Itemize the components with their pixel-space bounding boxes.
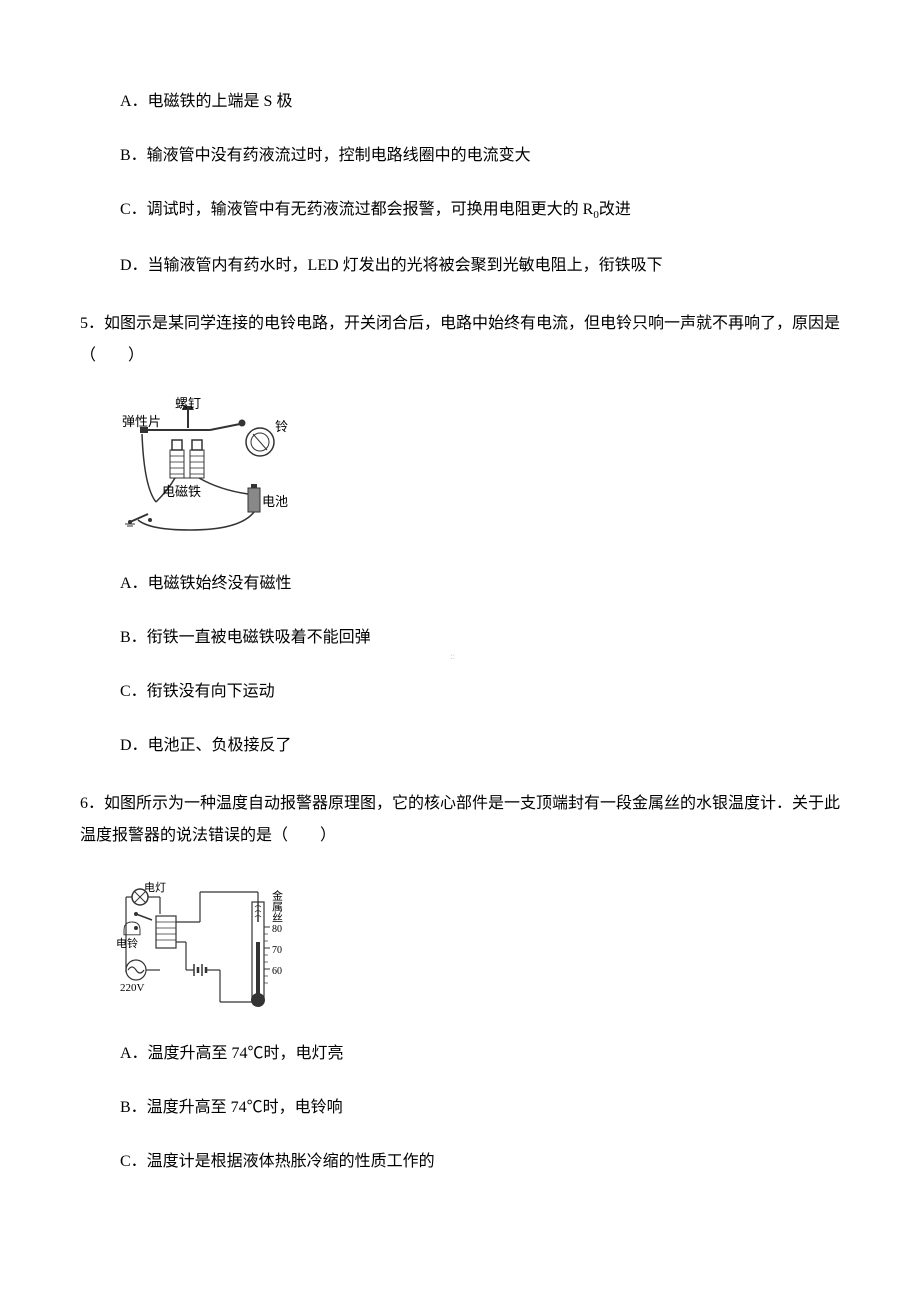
- q6-option-c: C．温度计是根据液体热胀冷缩的性质工作的: [120, 1150, 840, 1174]
- q6-figure: 电灯 电铃 220V 金属丝 80 70 60: [120, 872, 840, 1012]
- q4-c-prefix: C．调试时，输液管中有无药液流过都会报警，可换用电阻更大的 R: [120, 201, 593, 218]
- q4-c-suffix: 改进: [599, 201, 631, 218]
- t60: 60: [272, 964, 282, 979]
- bell-label-2: 电铃: [116, 936, 138, 953]
- wire-label: 金属丝: [268, 890, 285, 923]
- watermark: ::: [450, 650, 455, 664]
- lamp-label: 电灯: [144, 880, 166, 897]
- q5-option-a: A．电磁铁始终没有磁性: [120, 572, 840, 596]
- q6-stem: 6．如图所示为一种温度自动报警器原理图，它的核心部件是一支顶端封有一段金属丝的水…: [80, 788, 840, 852]
- q4-options: A．电磁铁的上端是 S 极 B．输液管中没有药液流过时，控制电路线圈中的电流变大…: [120, 90, 840, 278]
- q4-option-a: A．电磁铁的上端是 S 极: [120, 90, 840, 114]
- q5-option-c: C．衔铁没有向下运动: [120, 680, 840, 704]
- q6-option-a: A．温度升高至 74℃时，电灯亮: [120, 1042, 840, 1066]
- spring-label: 弹性片: [122, 412, 161, 432]
- q5-options: A．电磁铁始终没有磁性 B．衔铁一直被电磁铁吸着不能回弹 C．衔铁没有向下运动 …: [120, 572, 840, 758]
- q5-option-d: D．电池正、负极接反了: [120, 734, 840, 758]
- screw-label: 螺钉: [175, 394, 201, 414]
- q6-option-b: B．温度升高至 74℃时，电铃响: [120, 1096, 840, 1120]
- electromagnet-label: 电磁铁: [162, 482, 201, 502]
- bell-label: 铃: [275, 417, 288, 437]
- t70: 70: [272, 943, 282, 958]
- q5-stem: 5．如图示是某同学连接的电铃电路，开关闭合后，电路中始终有电流，但电铃只响一声就…: [80, 308, 840, 372]
- q5-option-b: B．衔铁一直被电磁铁吸着不能回弹: [120, 626, 840, 650]
- q4-option-d: D．当输液管内有药水时，LED 灯发出的光将被会聚到光敏电阻上，衔铁吸下: [120, 254, 840, 278]
- q5-figure: 螺钉 弹性片 铃 电磁铁 电池: [120, 392, 840, 542]
- q6-options: A．温度升高至 74℃时，电灯亮 B．温度升高至 74℃时，电铃响 C．温度计是…: [120, 1042, 840, 1174]
- q4-option-c: C．调试时，输液管中有无药液流过都会报警，可换用电阻更大的 R0改进: [120, 198, 840, 224]
- voltage-label: 220V: [120, 980, 144, 997]
- q4-option-b: B．输液管中没有药液流过时，控制电路线圈中的电流变大: [120, 144, 840, 168]
- t80: 80: [272, 922, 282, 937]
- battery-label: 电池: [262, 492, 288, 512]
